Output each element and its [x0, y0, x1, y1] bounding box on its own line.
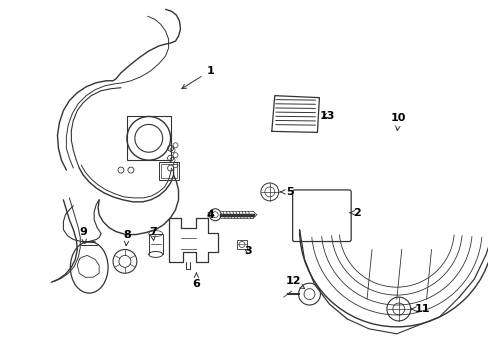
Text: 3: 3: [244, 247, 252, 256]
Bar: [237, 239, 247, 249]
Bar: [127, 117, 171, 160]
Text: 8: 8: [123, 230, 131, 246]
Bar: [161, 164, 176, 178]
Text: 10: 10: [391, 113, 407, 131]
Text: 1: 1: [182, 66, 214, 89]
Text: 6: 6: [193, 273, 200, 289]
Text: 13: 13: [319, 111, 335, 121]
Text: 12: 12: [286, 276, 305, 289]
Text: 9: 9: [79, 226, 87, 244]
Bar: [159, 162, 178, 180]
Text: 7: 7: [149, 226, 157, 240]
Text: 2: 2: [350, 208, 361, 218]
Text: 5: 5: [280, 187, 294, 197]
Text: 4: 4: [206, 210, 214, 220]
Text: 11: 11: [412, 304, 430, 314]
